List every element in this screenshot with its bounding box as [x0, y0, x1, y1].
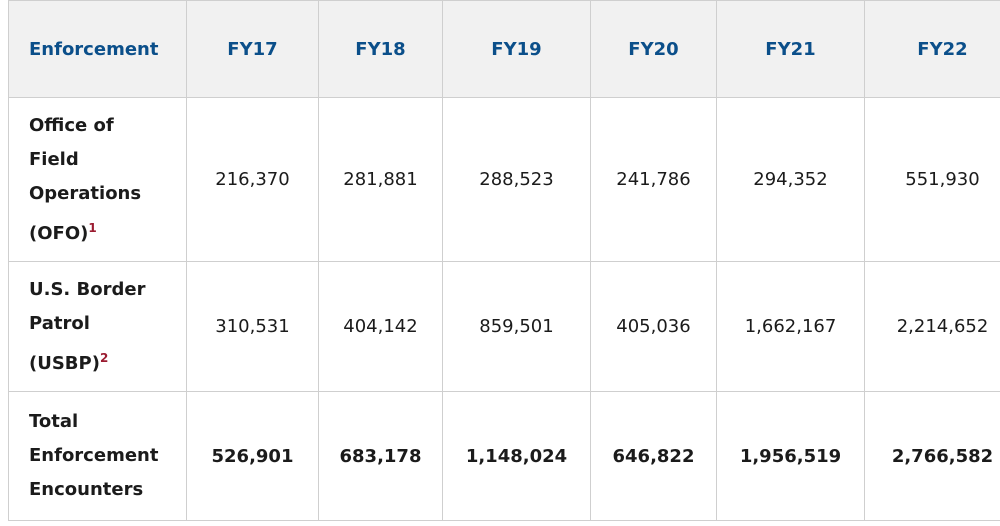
header-cell: Enforcement — [8, 0, 187, 98]
header-row: Enforcement FY17 FY18 FY19 FY20 FY21 FY22 — [8, 0, 1000, 98]
row-label: Office of Field Operations (OFO)1 — [8, 97, 187, 262]
table-container: Enforcement FY17 FY18 FY19 FY20 FY21 FY22 Offi… — [8, 0, 1000, 526]
table-row: Office of Field Operations (OFO)1 216,370… — [8, 97, 1000, 262]
header-cell: FY21 — [716, 0, 865, 98]
footnote-ref: 1 — [88, 220, 97, 235]
table-row: U.S. Border Patrol (USBP)2 310,531 404,142… — [8, 261, 1000, 392]
value-cell: 646,822 — [590, 391, 717, 521]
value-cell: 551,930 — [864, 97, 1000, 262]
header-cell: FY20 — [590, 0, 717, 98]
table-row: Total Enforcement Encounters 526,901 683,1… — [8, 391, 1000, 521]
value-cell: 859,501 — [442, 261, 591, 392]
value-cell: 1,662,167 — [716, 261, 865, 392]
row-label: Total Enforcement Encounters — [8, 391, 187, 521]
header-cell: FY19 — [442, 0, 591, 98]
value-cell: 2,766,582 — [864, 391, 1000, 521]
row-label-text: Office of Field Operations (OFO) — [29, 114, 142, 244]
value-cell: 1,956,519 — [716, 391, 865, 521]
value-cell: 1,148,024 — [442, 391, 591, 521]
value-cell: 2,214,652 — [864, 261, 1000, 392]
value-cell: 281,881 — [318, 97, 443, 262]
footnote-ref: 2 — [99, 350, 109, 365]
value-cell: 683,178 — [318, 391, 443, 521]
row-label-text: Total Enforcement Encounters — [29, 411, 159, 500]
header-cell: FY17 — [186, 0, 319, 98]
header-cell: FY18 — [318, 0, 443, 98]
value-cell: 404,142 — [318, 261, 443, 392]
value-cell: 310,531 — [186, 261, 319, 392]
row-label: U.S. Border Patrol (USBP)2 — [8, 261, 187, 392]
header-cell: FY22 — [864, 0, 1000, 98]
value-cell: 526,901 — [186, 391, 319, 521]
value-cell: 241,786 — [590, 97, 717, 262]
value-cell: 405,036 — [590, 261, 717, 392]
value-cell: 216,370 — [186, 97, 319, 262]
row-label-text: U.S. Border Patrol (USBP) — [29, 278, 146, 374]
value-cell: 294,352 — [716, 97, 865, 262]
enforcement-table: Enforcement FY17 FY18 FY19 FY20 FY21 FY22 Offi… — [8, 0, 1000, 521]
value-cell: 288,523 — [442, 97, 591, 262]
